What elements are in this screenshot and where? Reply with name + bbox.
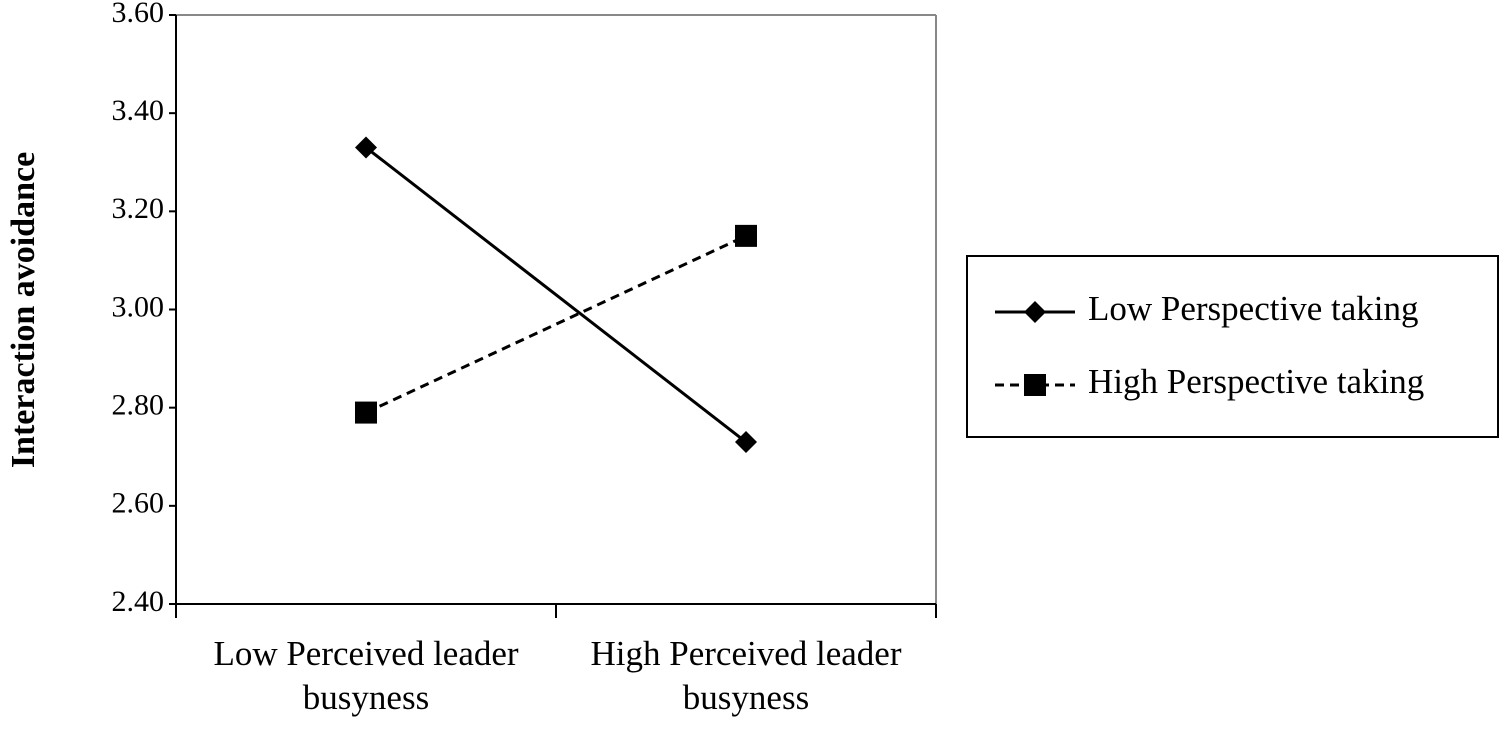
x-tick-label: High Perceived leader busyness (590, 634, 902, 717)
legend-label: Low Perspective taking (1088, 289, 1418, 328)
y-tick-label: 2.60 (112, 487, 165, 520)
y-tick-label: 3.00 (112, 290, 165, 323)
data-point (355, 401, 377, 424)
series-line (365, 234, 747, 414)
y-tick-label: 3.40 (112, 94, 165, 127)
series-line (365, 146, 747, 444)
data-point (355, 136, 377, 159)
y-tick-label: 3.60 (112, 0, 165, 29)
y-tick-label: 3.20 (112, 192, 165, 225)
y-tick-label: 2.80 (112, 389, 165, 422)
data-point (735, 224, 757, 247)
legend-label: High Perspective taking (1088, 362, 1424, 401)
legend-box (966, 255, 1499, 438)
y-tick-label: 2.40 (112, 585, 165, 618)
legend-marker (1024, 301, 1046, 323)
legend-marker (1024, 374, 1046, 396)
x-tick-label: Low Perceived leader busyness (213, 634, 519, 717)
y-axis-title: Interaction avoidance (5, 152, 42, 468)
data-point (735, 431, 757, 454)
